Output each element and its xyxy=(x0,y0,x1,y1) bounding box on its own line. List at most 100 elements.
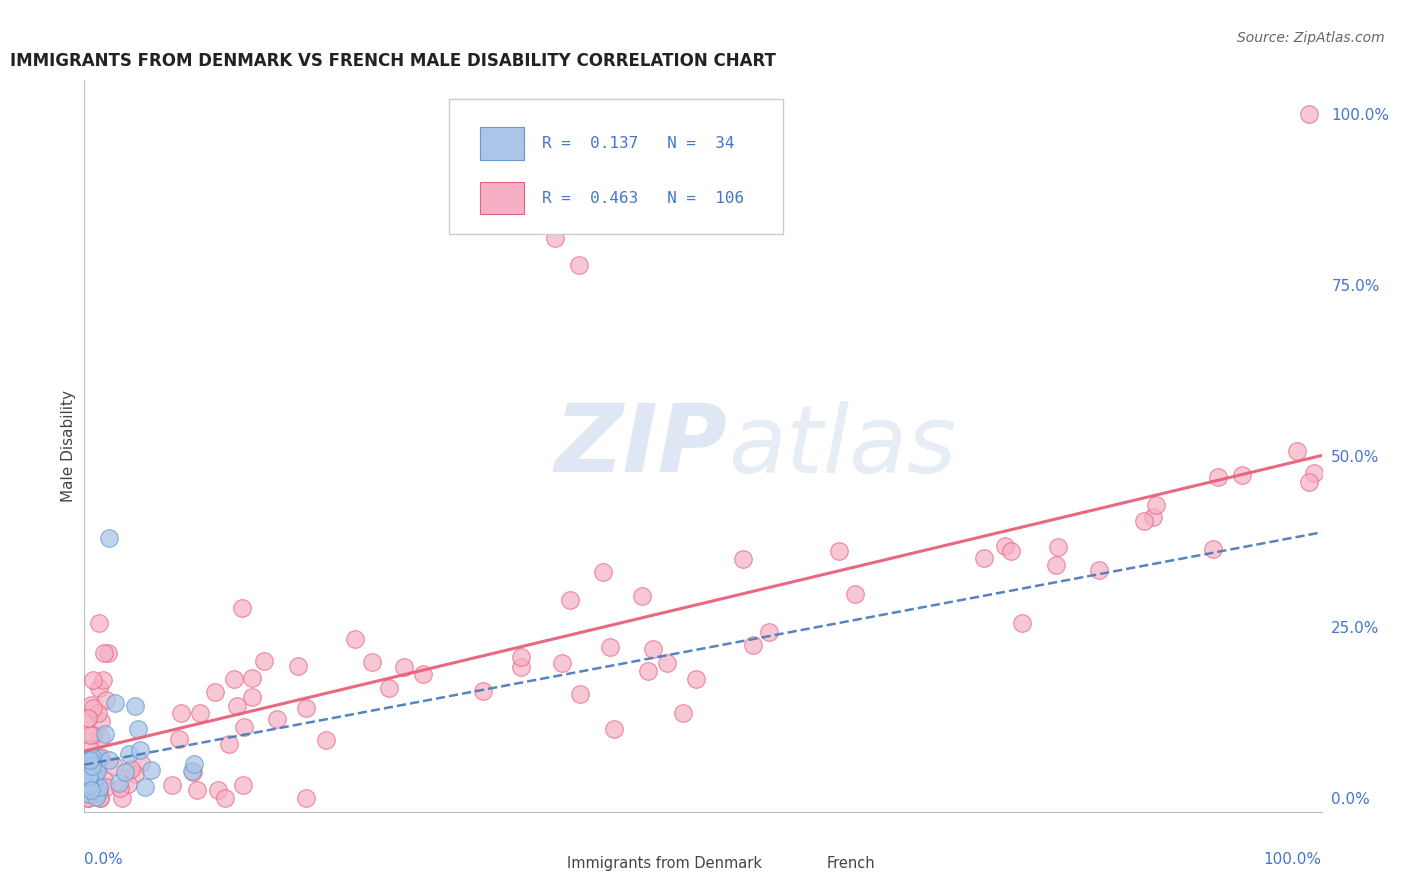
Point xyxy=(1303,467,1326,481)
Text: 100.0%: 100.0% xyxy=(1264,852,1322,867)
Point xyxy=(89,791,111,805)
Point xyxy=(79,742,101,756)
Point xyxy=(129,756,152,771)
Point xyxy=(641,642,664,657)
Point xyxy=(994,540,1017,554)
Point xyxy=(1144,498,1167,512)
Point xyxy=(543,230,565,244)
Point xyxy=(77,763,100,777)
Point xyxy=(1298,475,1320,490)
Point xyxy=(77,787,100,801)
Point xyxy=(509,660,531,674)
Point xyxy=(77,711,100,725)
Point xyxy=(1142,510,1164,524)
Text: ZIP: ZIP xyxy=(555,400,728,492)
Point xyxy=(84,762,107,776)
Point xyxy=(741,639,763,653)
FancyBboxPatch shape xyxy=(481,128,523,161)
FancyBboxPatch shape xyxy=(783,854,818,874)
Point xyxy=(344,632,367,647)
Point xyxy=(139,763,162,777)
Point xyxy=(82,759,104,773)
Point xyxy=(124,767,146,781)
Point xyxy=(117,777,139,791)
FancyBboxPatch shape xyxy=(450,99,783,234)
Point xyxy=(80,698,103,712)
Point xyxy=(412,667,434,681)
Point xyxy=(655,656,678,670)
Point xyxy=(551,656,574,670)
Point xyxy=(207,783,229,797)
Text: IMMIGRANTS FROM DENMARK VS FRENCH MALE DISABILITY CORRELATION CHART: IMMIGRANTS FROM DENMARK VS FRENCH MALE D… xyxy=(10,53,776,70)
Point xyxy=(599,640,621,654)
Point xyxy=(758,625,780,640)
Text: French: French xyxy=(827,856,876,871)
Point xyxy=(218,737,240,751)
Point xyxy=(87,780,110,795)
Point xyxy=(82,751,104,765)
FancyBboxPatch shape xyxy=(481,182,523,214)
Point xyxy=(82,780,104,795)
Point xyxy=(1045,558,1067,572)
Point xyxy=(828,544,851,558)
Text: 0.0%: 0.0% xyxy=(84,852,124,867)
Point xyxy=(232,777,254,791)
Point xyxy=(94,727,117,741)
Point xyxy=(170,706,193,721)
Point xyxy=(83,760,105,774)
Point xyxy=(240,690,263,705)
Point xyxy=(86,764,108,778)
Point xyxy=(103,758,125,772)
Point xyxy=(90,714,112,729)
Point xyxy=(472,684,495,698)
Text: R =  0.137   N =  34: R = 0.137 N = 34 xyxy=(543,136,735,152)
Point xyxy=(80,752,103,766)
Point xyxy=(87,681,110,695)
Point xyxy=(76,711,98,725)
Point xyxy=(1201,541,1223,556)
Point xyxy=(90,731,112,745)
Point xyxy=(287,659,309,673)
Point xyxy=(973,551,995,566)
Point xyxy=(77,791,100,805)
Point xyxy=(89,783,111,797)
Point xyxy=(844,587,866,601)
Point xyxy=(231,601,253,615)
Point xyxy=(104,696,127,710)
Point xyxy=(77,770,100,784)
FancyBboxPatch shape xyxy=(523,854,558,874)
Point xyxy=(1088,563,1111,577)
Point xyxy=(82,728,104,742)
Point xyxy=(84,765,107,780)
Point xyxy=(79,728,101,742)
Point xyxy=(510,650,533,665)
Point xyxy=(558,593,581,607)
Point xyxy=(377,681,399,696)
Point xyxy=(672,706,695,720)
Point xyxy=(94,693,117,707)
Point xyxy=(117,747,139,761)
Point xyxy=(79,778,101,792)
Point xyxy=(1230,468,1253,483)
Text: Source: ZipAtlas.com: Source: ZipAtlas.com xyxy=(1237,31,1385,45)
Point xyxy=(222,673,245,687)
Point xyxy=(1286,444,1309,458)
Point xyxy=(134,780,156,794)
Point xyxy=(1206,470,1229,484)
Point xyxy=(120,762,142,776)
Point xyxy=(1298,107,1320,121)
Point xyxy=(603,722,626,736)
Point xyxy=(111,791,134,805)
Point xyxy=(294,701,316,715)
Point xyxy=(108,776,131,790)
Point xyxy=(83,779,105,793)
Point xyxy=(79,752,101,766)
Point xyxy=(87,751,110,765)
Point xyxy=(83,771,105,785)
Point xyxy=(89,791,111,805)
Point xyxy=(204,684,226,698)
Point xyxy=(637,664,659,678)
Point xyxy=(90,750,112,764)
Text: Immigrants from Denmark: Immigrants from Denmark xyxy=(567,856,762,871)
Point xyxy=(394,660,416,674)
